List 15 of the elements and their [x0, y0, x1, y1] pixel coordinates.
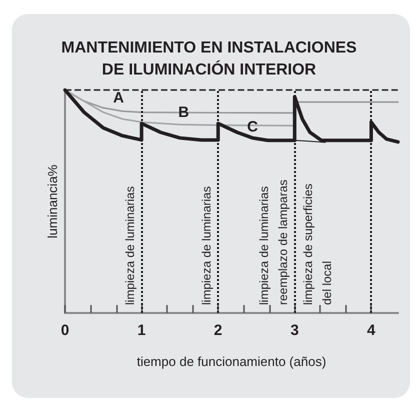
x-tick-label: 2 [214, 322, 222, 339]
series-label: B [178, 104, 190, 121]
annotation: limpieza de superficies del local [301, 184, 334, 305]
x-tick-label: 0 [60, 322, 70, 339]
x-tick-label: 3 [290, 322, 299, 339]
chart-title: MANTENIMIENTO EN INSTALACIONES DE ILUMINACIÓN INTERIOR [61, 40, 358, 78]
ref-line-label: limpieza de luminarias reemplazo de lamparas [257, 180, 290, 305]
y-axis-title: luminancia% [45, 164, 60, 238]
x-tick-label: 4 [367, 322, 376, 339]
ref-line-label: limpieza de luminarias [200, 186, 214, 305]
x-tick-label: 1 [137, 322, 146, 339]
series-label: C [247, 118, 258, 136]
ref-line-label: limpieza de luminarias [123, 186, 138, 305]
x-axis-title: tiempo de funcionamiento (años) [136, 354, 326, 369]
series-label: A [113, 89, 124, 106]
